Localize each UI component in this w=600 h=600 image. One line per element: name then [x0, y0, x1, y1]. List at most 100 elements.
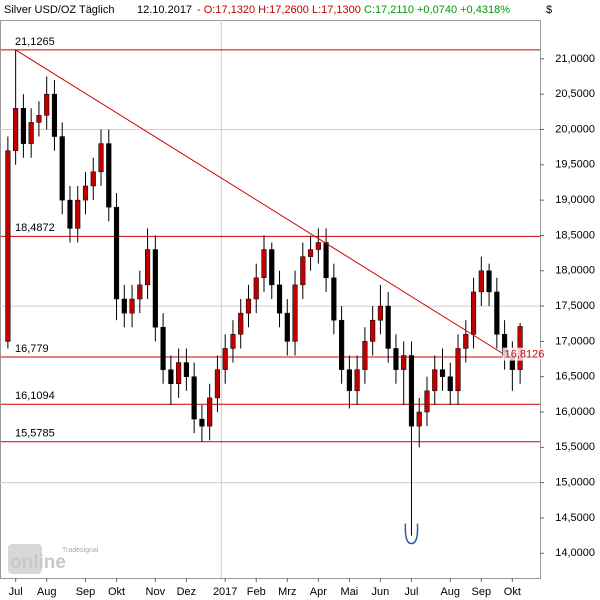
candle-body: [28, 122, 34, 144]
candle-body: [75, 199, 81, 229]
candle-body: [307, 249, 314, 257]
candle-body: [59, 136, 65, 201]
y-tick-label: 20,0000: [555, 123, 595, 135]
y-tick-label: 19,5000: [555, 159, 595, 171]
candle-body: [276, 284, 283, 314]
candle-body: [439, 369, 446, 377]
x-tick-label: Feb: [247, 586, 266, 598]
candle-body: [432, 369, 438, 392]
level-label: 21,1265: [15, 36, 55, 48]
x-tick-label: Mrz: [278, 586, 296, 598]
candle-body: [145, 249, 151, 286]
candle-body: [51, 93, 58, 137]
candle-body: [67, 199, 73, 229]
x-tick-label: Aug: [37, 586, 57, 598]
candle-body: [253, 277, 259, 300]
candle-body: [214, 369, 221, 399]
watermark-name: online: [10, 552, 66, 573]
candle-body: [191, 376, 197, 420]
candle-body: [447, 376, 453, 392]
candle-body: [362, 341, 368, 370]
candle-body: [323, 242, 329, 279]
y-tick-label: 14,0000: [555, 547, 595, 559]
y-tick-label: 18,0000: [555, 265, 595, 277]
watermark-brand: Tradesignal: [62, 547, 99, 554]
x-tick-label: Jul: [9, 586, 23, 598]
low-marker: [404, 523, 419, 545]
candle-body: [121, 298, 127, 314]
x-tick-label: Dez: [177, 586, 197, 598]
level-label: 15,5785: [15, 428, 55, 440]
candle-body: [377, 305, 383, 321]
plot-frame: [0, 20, 541, 579]
candle-body: [98, 143, 104, 173]
candle-body: [44, 93, 50, 116]
candle-body: [113, 206, 120, 300]
candle-body: [13, 108, 19, 151]
candle-body: [238, 312, 244, 335]
candle-body: [346, 369, 352, 392]
y-tick-label: 17,5000: [555, 300, 595, 312]
candle-body: [424, 390, 430, 413]
candle-body: [20, 108, 26, 144]
level-label: 16,1094: [15, 390, 55, 402]
candle-body: [416, 411, 422, 427]
x-tick-label: Sep: [76, 586, 96, 598]
trendline: [15, 49, 505, 356]
candle-body: [245, 298, 252, 314]
y-tick-label: 21,0000: [555, 53, 595, 65]
candle-body: [137, 284, 143, 300]
candle-body: [183, 362, 189, 377]
candle-body: [494, 291, 500, 335]
candle-body: [5, 150, 11, 342]
y-tick-label: 14,5000: [555, 512, 595, 524]
level-label: 18,4872: [15, 222, 55, 234]
unit-label: $: [546, 4, 552, 16]
candle-body: [129, 298, 135, 314]
candle-body: [385, 305, 391, 349]
y-tick-label: 19,0000: [555, 194, 595, 206]
candle-body: [463, 334, 469, 349]
candle-body: [222, 348, 228, 370]
y-tick-label: 17,0000: [555, 335, 595, 347]
x-tick-label: Jul: [404, 586, 418, 598]
y-tick-label: 15,0000: [555, 477, 595, 489]
watermark-box: [8, 544, 42, 574]
candle-body: [401, 355, 407, 370]
candle-body: [315, 242, 321, 250]
candle-body: [90, 171, 96, 187]
candle-body: [199, 418, 205, 427]
x-tick-label: Sep: [472, 586, 492, 598]
y-tick-label: 16,0000: [555, 406, 595, 418]
candle-body: [152, 249, 158, 328]
header-date: 12.10.2017: [137, 4, 192, 16]
x-tick-label: Jun: [372, 586, 390, 598]
candle-body: [106, 143, 112, 208]
candle-body: [370, 319, 376, 342]
header-ohlc: - O:17,1320 H:17,2600 L:17,1300: [197, 4, 361, 16]
candle-body: [339, 319, 345, 370]
x-tick-label: Mai: [341, 586, 359, 598]
candle-body: [455, 348, 461, 392]
candle-body: [82, 185, 89, 201]
candle-body: [269, 249, 275, 286]
header-change: C:17,2110 +0,0740 +0,4318%: [364, 4, 510, 16]
candle-body: [207, 397, 213, 427]
candle-body: [176, 362, 182, 385]
trendline-label-bg: [502, 347, 541, 361]
y-tick-label: 16,5000: [555, 371, 595, 383]
x-tick-label: Nov: [146, 586, 166, 598]
candle-body: [284, 312, 290, 342]
level-label: 16,779: [15, 343, 49, 355]
x-tick-label: Aug: [440, 586, 460, 598]
candle-body: [354, 369, 360, 392]
y-tick-label: 20,5000: [555, 88, 595, 100]
candle-body: [261, 249, 267, 279]
candle-body: [292, 284, 298, 342]
candle-body: [331, 277, 337, 321]
header-name: Silver USD/OZ Täglich: [4, 4, 114, 16]
candle-body: [168, 369, 174, 385]
y-tick-label: 18,5000: [555, 229, 595, 241]
